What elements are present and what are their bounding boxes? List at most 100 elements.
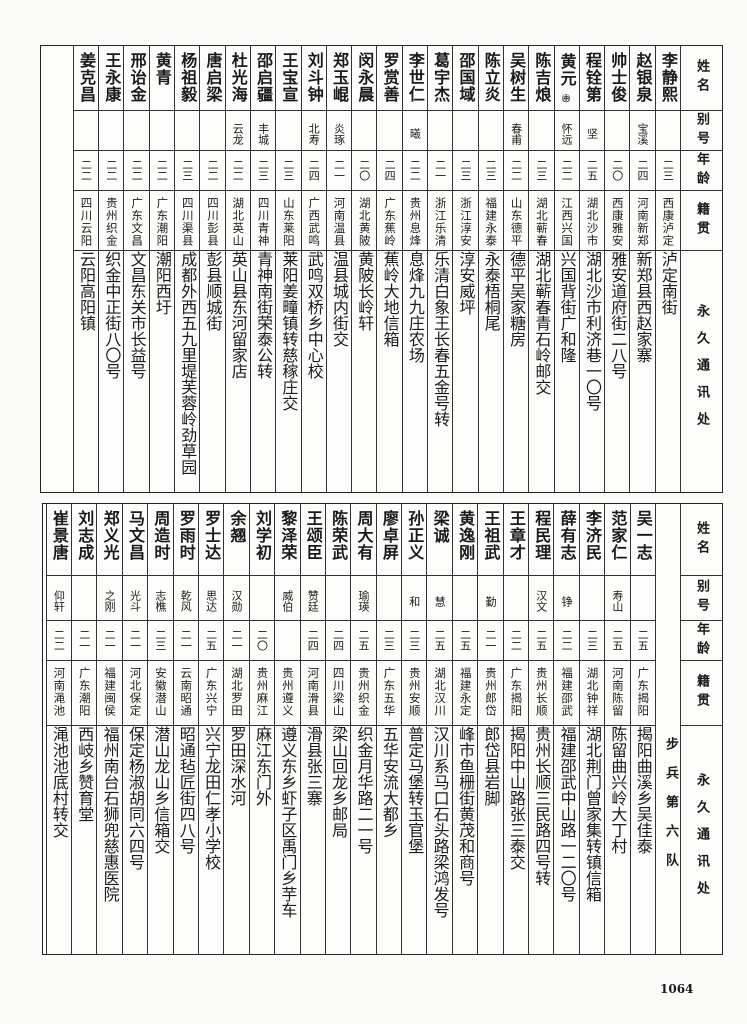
cell-age: 二一 xyxy=(428,151,453,191)
cell-native: 福建闽侯 xyxy=(97,661,122,726)
age-text: 二二 xyxy=(206,159,219,181)
person-column: 李济民 二三 湖北钟祥 湖北荆门曾家集转镇信箱 xyxy=(578,504,605,954)
cell-age: 二五 xyxy=(529,621,554,661)
name-text: 刘学初 xyxy=(252,510,272,561)
cell-alias: 铮 xyxy=(554,576,579,621)
age-text: 二二 xyxy=(231,159,245,181)
native-text: 四川青神 xyxy=(256,197,271,247)
cell-alias xyxy=(352,111,377,151)
age-text: 二一 xyxy=(179,629,193,651)
age-text: 二三 xyxy=(281,159,295,181)
cell-alias: 仰轩 xyxy=(46,576,72,621)
header-address-label: 永久通讯处 xyxy=(694,772,709,908)
person-column: 姜克昌 二二 四川云阳 云阳高阳镇 xyxy=(72,46,99,492)
cell-alias: 寿山 xyxy=(605,576,630,621)
cell-native: 贵州织金 xyxy=(351,661,376,726)
cell-address: 西岐乡赞育堂 xyxy=(72,726,96,954)
native-text: 浙江淳安 xyxy=(458,197,473,247)
cell-alias xyxy=(325,576,351,621)
age-text: 二一 xyxy=(332,159,346,181)
name-text: 闵永晨 xyxy=(355,52,375,103)
cell-name: 程民理 xyxy=(529,504,554,576)
native-text: 贵州遵义 xyxy=(280,667,295,717)
age-text: 二五 xyxy=(534,629,548,651)
cell-alias: 丰城 xyxy=(250,111,276,151)
empty-column xyxy=(41,46,73,492)
name-text: 李静熙 xyxy=(658,52,678,103)
cell-age: 二三 xyxy=(478,151,503,191)
cell-address: 峰市鱼栅街黄茂和商号 xyxy=(453,726,477,954)
cell-alias xyxy=(605,111,630,151)
cell-name: 王宝宣 xyxy=(276,46,301,111)
name-text: 廖卓屏 xyxy=(379,510,399,561)
cell-address: 蕉岭大地信箱 xyxy=(377,251,401,492)
cell-alias xyxy=(503,576,529,621)
person-column: 程铨第坚二五 湖北沙市 湖北沙市利济巷一〇号 xyxy=(578,46,605,492)
name-text: 刘志成 xyxy=(75,510,95,561)
cell-address: 普定马堡转玉官堡 xyxy=(402,726,426,954)
age-text: 二五 xyxy=(585,159,599,181)
cell-name: 孙正义 xyxy=(402,504,427,576)
bottom-roster-table: 姓名 别号 年龄 籍贯 永久通讯处 步兵第六队 吴一志 二五 广东揭阳 揭阳曲溪乡吴佳泰 范家仁 寿山… xyxy=(42,503,723,955)
alias-text: 瑜瑛 xyxy=(357,590,370,612)
name-text: 吴树生 xyxy=(507,52,527,103)
person-column: 黄青 二二 广东潮阳 潮阳西圩 xyxy=(148,46,175,492)
address-text: 昭通毡匠街四八号 xyxy=(176,726,196,854)
cell-name: 李世仁 xyxy=(402,46,428,111)
address-text: 文昌东关市长益号 xyxy=(127,251,147,379)
native-text: 西康雅安 xyxy=(610,197,625,247)
cell-address: 莱阳姜疃镇转慈稼庄交 xyxy=(276,251,300,492)
native-text: 河北保定 xyxy=(128,667,143,717)
cell-age: 二五 xyxy=(579,151,605,191)
name-text: 程民理 xyxy=(532,510,552,561)
cell-name: 程铨第 xyxy=(579,46,605,111)
cell-address: 云阳高阳镇 xyxy=(74,251,98,492)
age-text: 二二 xyxy=(104,159,118,181)
age-text: 二三 xyxy=(661,159,675,181)
age-text: 二三 xyxy=(585,629,599,651)
cell-name: 王祖武 xyxy=(478,504,503,576)
header-native: 籍贯 xyxy=(681,191,722,251)
person-column: 余翘 汉勋 二一 湖北罗田 罗田深水河 xyxy=(223,504,249,954)
native-text: 湖北钟祥 xyxy=(585,667,600,717)
address-text: 新郑县西赵家寨 xyxy=(633,251,653,363)
person-column: 廖卓屏 二三 广东五华 五华安流大都乡 xyxy=(375,504,402,954)
cell-address: 新郑县西赵家寨 xyxy=(630,251,654,492)
alias-text: 汉文 xyxy=(534,590,548,612)
header-age: 年龄 xyxy=(681,151,722,191)
cell-native: 贵州息烽 xyxy=(402,191,428,251)
person-column: 周造时 志樵 二三 安徽潜山 潜山龙山乡信箱交 xyxy=(147,504,173,954)
cell-native: 广东揭阳 xyxy=(630,661,655,726)
cell-name: 周大有 xyxy=(351,504,376,576)
native-text: 福建邵武 xyxy=(560,667,575,717)
age-text: 二二 xyxy=(509,629,523,651)
cell-name: 薛有志 xyxy=(554,504,579,576)
age-text: 二五 xyxy=(636,629,650,651)
age-text: 二一 xyxy=(77,629,91,651)
age-text: 二五 xyxy=(357,629,370,651)
alias-text: 威伯 xyxy=(280,590,294,612)
name-text: 马文昌 xyxy=(125,510,145,561)
age-text: 二一 xyxy=(103,629,117,651)
address-text: 永泰梧桐尾 xyxy=(481,251,501,331)
name-text: 李世仁 xyxy=(405,52,425,103)
cell-age: 二二 xyxy=(554,621,579,661)
native-text: 河南渑池 xyxy=(52,667,67,717)
cell-name: 王颂臣 xyxy=(300,504,325,576)
header-address: 永久通讯处 xyxy=(681,726,722,954)
name-text: 郑玉崐 xyxy=(329,52,349,103)
cell-native: 河北保定 xyxy=(122,661,148,726)
cell-name: 王永康 xyxy=(99,46,124,111)
cell-alias: 汉文 xyxy=(529,576,554,621)
cell-alias: 云龙 xyxy=(225,111,250,151)
cell-native: 福建邵武 xyxy=(554,661,579,726)
age-text: 二五 xyxy=(433,629,447,651)
cell-address: 息烽九九庄农场 xyxy=(403,251,427,492)
age-text: 二二 xyxy=(560,629,574,651)
address-text: 织金中正街八〇号 xyxy=(102,251,122,379)
name-text: 黄青 xyxy=(152,52,172,86)
cell-name: 黄青 xyxy=(149,46,175,111)
cell-alias xyxy=(529,111,554,151)
cell-native: 湖北罗田 xyxy=(224,661,249,726)
cell-native: 河南新郑 xyxy=(630,191,655,251)
